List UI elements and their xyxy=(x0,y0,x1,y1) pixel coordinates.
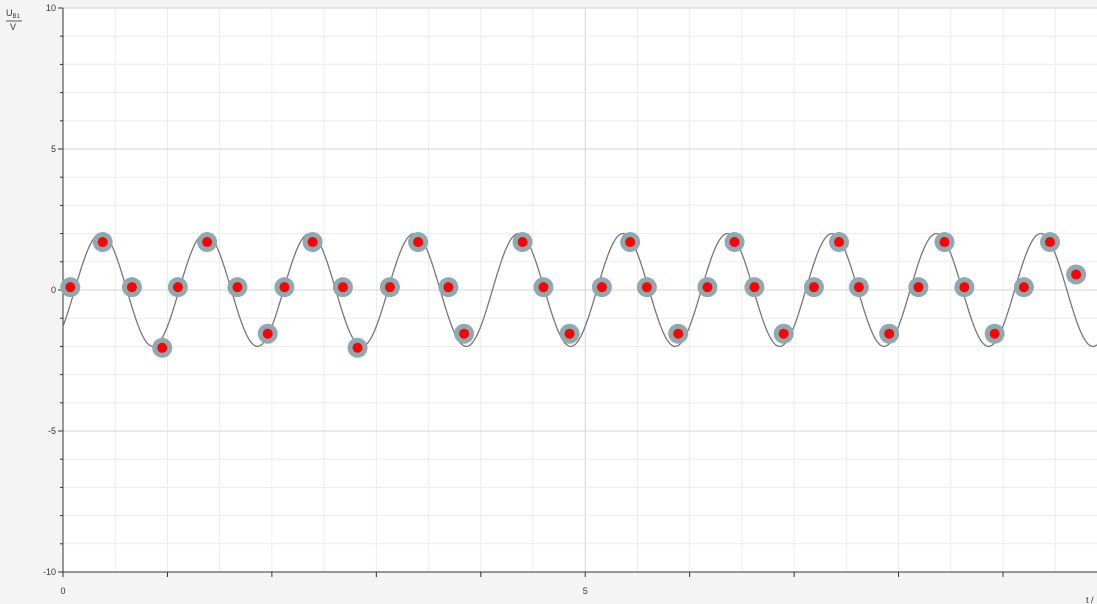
data-point-marker xyxy=(853,282,864,293)
tick-labels: 10 5 0 -5 -10 0 5 xyxy=(43,3,588,596)
data-point-marker xyxy=(884,328,895,339)
data-point xyxy=(257,323,278,344)
data-point-marker xyxy=(1045,237,1055,248)
data-point xyxy=(744,277,765,298)
y-tick-label: -5 xyxy=(48,426,56,436)
data-point xyxy=(533,277,554,298)
data-point-marker xyxy=(939,237,950,248)
data-point xyxy=(954,277,975,298)
data-point-marker xyxy=(459,328,470,339)
data-point xyxy=(92,232,113,253)
data-point-marker xyxy=(564,328,575,339)
data-point xyxy=(668,323,689,344)
data-point xyxy=(227,277,248,298)
data-point-marker xyxy=(673,328,684,339)
data-point xyxy=(984,323,1005,344)
data-point xyxy=(408,232,429,253)
data-point xyxy=(379,277,400,298)
data-point-marker xyxy=(778,328,789,339)
data-point xyxy=(908,277,929,298)
data-point xyxy=(121,277,142,298)
data-point-marker xyxy=(337,282,348,293)
data-point xyxy=(302,232,323,253)
data-point-marker xyxy=(517,237,528,248)
data-point xyxy=(697,277,718,298)
data-point-marker xyxy=(413,237,424,248)
data-point xyxy=(636,277,657,298)
y-axis-label-symbol: U xyxy=(6,8,13,18)
data-point-marker xyxy=(384,282,395,293)
y-tick-label: 0 xyxy=(51,285,56,295)
data-point xyxy=(879,323,900,344)
data-point xyxy=(347,337,368,358)
data-point-marker xyxy=(307,237,318,248)
data-point-marker xyxy=(834,237,845,248)
data-point-marker xyxy=(172,282,183,293)
data-point xyxy=(620,232,641,253)
fit-curve-line xyxy=(62,232,1097,348)
data-point xyxy=(559,323,580,344)
data-point xyxy=(332,277,353,298)
data-point xyxy=(512,232,533,253)
data-point-marker xyxy=(913,282,924,293)
data-point-marker xyxy=(65,282,76,293)
data-point-marker xyxy=(625,237,636,248)
y-axis-label-unit: V xyxy=(10,22,16,32)
data-point-marker xyxy=(202,237,213,248)
data-points xyxy=(60,232,1087,358)
data-point-marker xyxy=(157,342,168,353)
data-point xyxy=(152,337,173,358)
data-point-marker xyxy=(443,282,454,293)
data-point xyxy=(274,277,295,298)
data-point xyxy=(773,323,794,344)
data-point-marker xyxy=(641,282,652,293)
x-tick-label: 5 xyxy=(583,586,588,596)
data-point-marker xyxy=(1018,282,1029,293)
x-tick-label: 0 xyxy=(60,586,65,596)
y-axis-label: UB1 xyxy=(6,8,21,20)
data-point-marker xyxy=(232,282,243,293)
data-point-marker xyxy=(749,282,760,293)
data-point xyxy=(1066,264,1087,285)
y-tick-label: 10 xyxy=(46,3,56,13)
data-point-marker xyxy=(989,328,1000,339)
data-point xyxy=(848,277,869,298)
data-point-marker xyxy=(808,282,819,293)
data-point-marker xyxy=(126,282,137,293)
y-tick-label: 5 xyxy=(51,144,56,154)
data-point xyxy=(454,323,475,344)
data-point xyxy=(1013,277,1034,298)
data-point-marker xyxy=(702,282,713,293)
data-point-marker xyxy=(97,237,108,248)
data-point-marker xyxy=(262,328,273,339)
data-point xyxy=(724,232,745,253)
data-point-marker xyxy=(959,282,970,293)
y-axis-label-subscript: B1 xyxy=(13,14,21,20)
data-point xyxy=(591,277,612,298)
data-point xyxy=(60,277,81,298)
data-point-marker xyxy=(1071,269,1082,280)
data-point-marker xyxy=(596,282,607,293)
data-point xyxy=(803,277,824,298)
grid xyxy=(63,7,1097,573)
data-point xyxy=(1040,232,1060,253)
data-point-marker xyxy=(729,237,740,248)
data-point-marker xyxy=(279,282,290,293)
data-point xyxy=(934,232,955,253)
data-point xyxy=(167,277,188,298)
data-point-marker xyxy=(538,282,549,293)
data-point-marker xyxy=(352,342,363,353)
x-axis-label: t / xyxy=(1086,595,1094,604)
data-point xyxy=(197,232,218,253)
data-point xyxy=(438,277,459,298)
data-point xyxy=(829,232,850,253)
y-tick-label: -10 xyxy=(43,567,56,577)
